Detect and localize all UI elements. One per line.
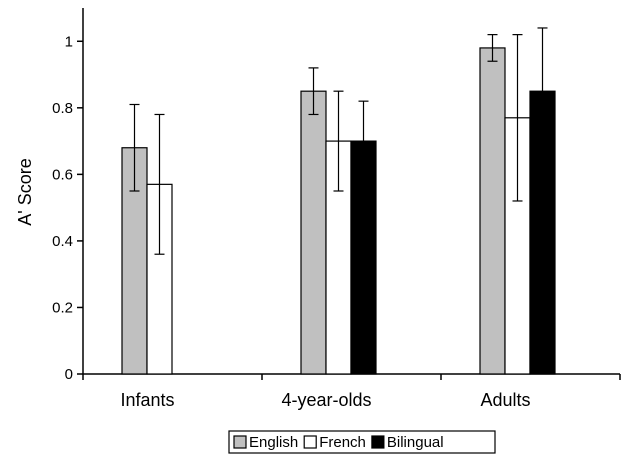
x-category-label: Infants (120, 390, 174, 410)
y-tick-label: 0.4 (52, 233, 73, 250)
legend-label-bilingual: Bilingual (387, 434, 444, 451)
y-tick-label: 0.2 (52, 299, 73, 316)
legend-swatch-french (303, 435, 317, 449)
y-tick-label: 0.8 (52, 100, 73, 117)
legend-swatch-bilingual (371, 435, 385, 449)
bar-english-2 (479, 47, 506, 375)
legend-label-english: English (249, 434, 298, 451)
legend: English French Bilingual (228, 430, 496, 454)
x-category-label: Adults (480, 390, 530, 410)
plot-area: 0 0.2 0.4 0.6 0.8 1 Infants 4-year-olds Adults (52, 8, 621, 410)
y-tick-label: 1 (65, 33, 73, 50)
bar-english-1 (300, 90, 327, 375)
x-category-label: 4-year-olds (281, 390, 371, 410)
y-tick-label: 0 (65, 366, 73, 383)
y-axis-title: A' Score (15, 158, 35, 225)
legend-box (228, 430, 496, 454)
legend-swatch-english (233, 435, 247, 449)
y-tick-label: 0.6 (52, 166, 73, 183)
legend-label-french: French (319, 434, 366, 451)
